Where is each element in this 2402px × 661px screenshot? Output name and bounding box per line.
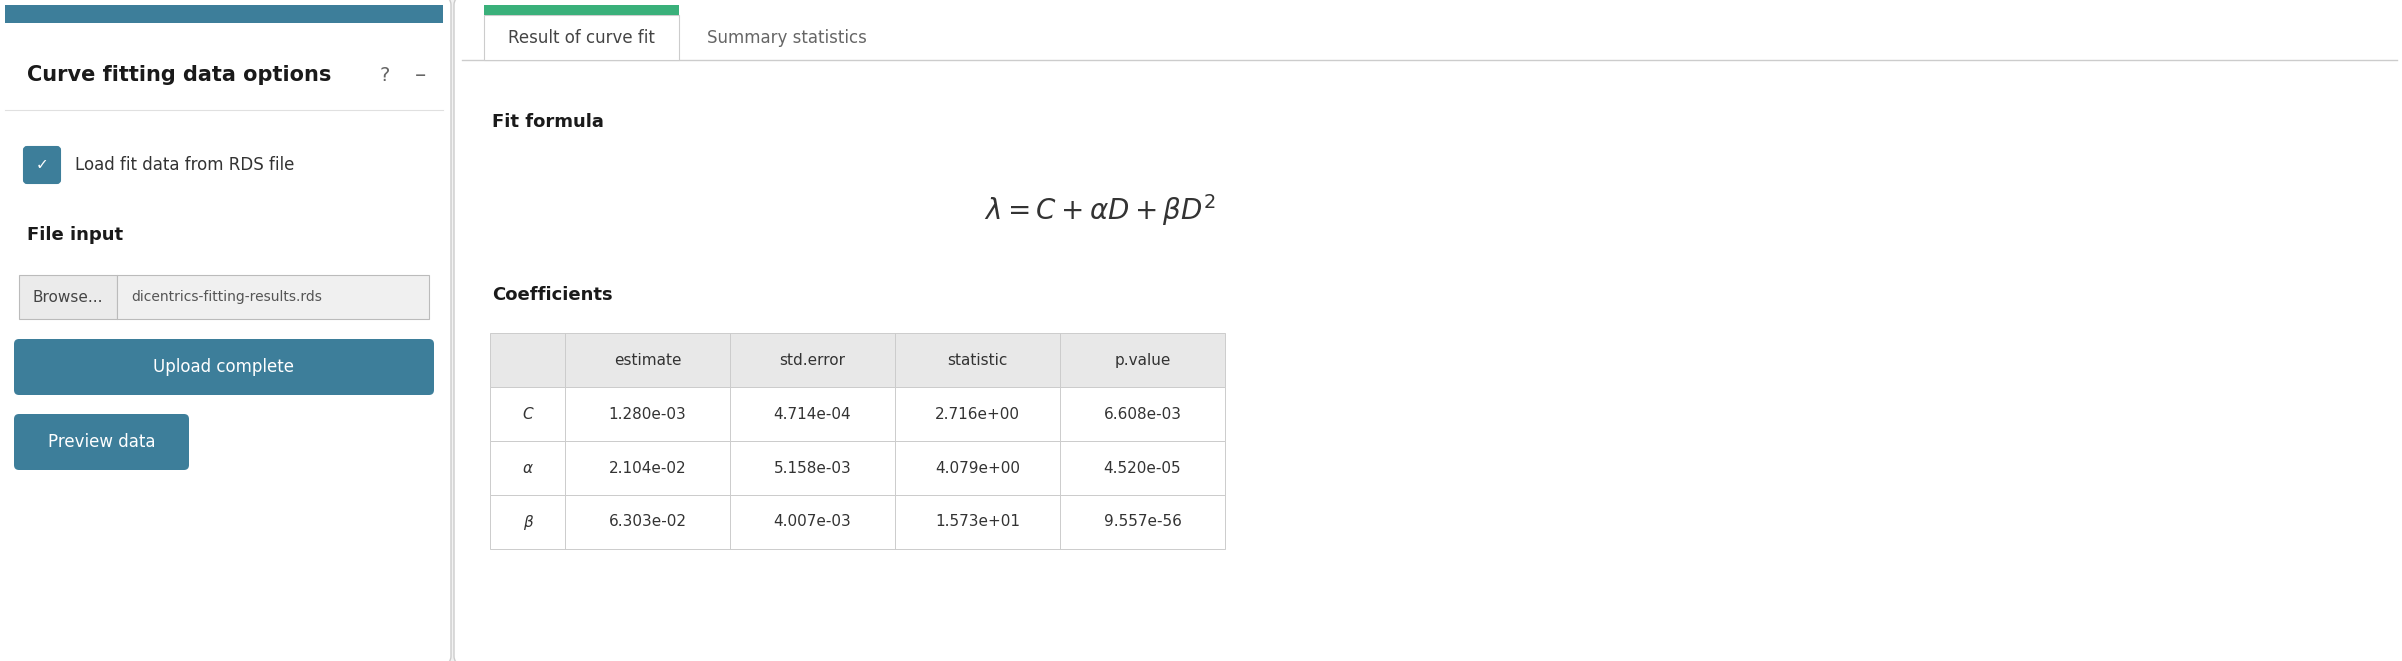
Text: 9.557e-56: 9.557e-56 bbox=[1103, 514, 1182, 529]
Text: Result of curve fit: Result of curve fit bbox=[509, 28, 656, 46]
Text: 1.573e+01: 1.573e+01 bbox=[934, 514, 1021, 529]
Text: 1.280e-03: 1.280e-03 bbox=[608, 407, 687, 422]
Text: std.error: std.error bbox=[781, 352, 846, 368]
Text: dicentrics-fitting-results.rds: dicentrics-fitting-results.rds bbox=[132, 290, 322, 304]
Text: File input: File input bbox=[26, 226, 123, 244]
Text: α: α bbox=[524, 461, 533, 475]
Text: Load fit data from RDS file: Load fit data from RDS file bbox=[74, 156, 295, 174]
Bar bbox=[490, 387, 1225, 441]
Text: C: C bbox=[521, 407, 533, 422]
Text: 2.104e-02: 2.104e-02 bbox=[608, 461, 687, 475]
Text: statistic: statistic bbox=[946, 352, 1009, 368]
Bar bbox=[483, 5, 680, 15]
FancyBboxPatch shape bbox=[24, 147, 60, 183]
Text: estimate: estimate bbox=[615, 352, 682, 368]
Text: Fit formula: Fit formula bbox=[492, 113, 603, 131]
Text: –: – bbox=[416, 65, 428, 85]
FancyBboxPatch shape bbox=[14, 414, 190, 470]
Bar bbox=[490, 495, 1225, 549]
Bar bbox=[483, 15, 680, 60]
Text: 6.303e-02: 6.303e-02 bbox=[608, 514, 687, 529]
Text: $\lambda = C + \alpha D + \beta D^2$: $\lambda = C + \alpha D + \beta D^2$ bbox=[985, 192, 1218, 228]
Bar bbox=[118, 275, 430, 319]
Text: 2.716e+00: 2.716e+00 bbox=[934, 407, 1021, 422]
Text: Curve fitting data options: Curve fitting data options bbox=[26, 65, 331, 85]
Text: 4.714e-04: 4.714e-04 bbox=[773, 407, 850, 422]
Text: 4.007e-03: 4.007e-03 bbox=[773, 514, 850, 529]
Text: p.value: p.value bbox=[1115, 352, 1170, 368]
FancyBboxPatch shape bbox=[0, 0, 452, 661]
Text: Preview data: Preview data bbox=[48, 433, 156, 451]
FancyBboxPatch shape bbox=[454, 0, 2402, 661]
Bar bbox=[19, 275, 118, 319]
Text: Coefficients: Coefficients bbox=[492, 286, 613, 304]
Text: Summary statistics: Summary statistics bbox=[706, 28, 867, 46]
Text: ✓: ✓ bbox=[36, 157, 48, 173]
Bar bbox=[5, 5, 442, 23]
Bar bbox=[490, 441, 1225, 495]
Bar bbox=[490, 333, 1225, 387]
Text: Upload complete: Upload complete bbox=[154, 358, 295, 376]
Text: ?: ? bbox=[380, 65, 389, 85]
Text: Browse...: Browse... bbox=[34, 290, 103, 305]
Text: 6.608e-03: 6.608e-03 bbox=[1103, 407, 1182, 422]
Text: 4.079e+00: 4.079e+00 bbox=[934, 461, 1021, 475]
Text: 5.158e-03: 5.158e-03 bbox=[773, 461, 850, 475]
Text: 4.520e-05: 4.520e-05 bbox=[1103, 461, 1182, 475]
FancyBboxPatch shape bbox=[14, 339, 435, 395]
Text: β: β bbox=[524, 514, 533, 529]
